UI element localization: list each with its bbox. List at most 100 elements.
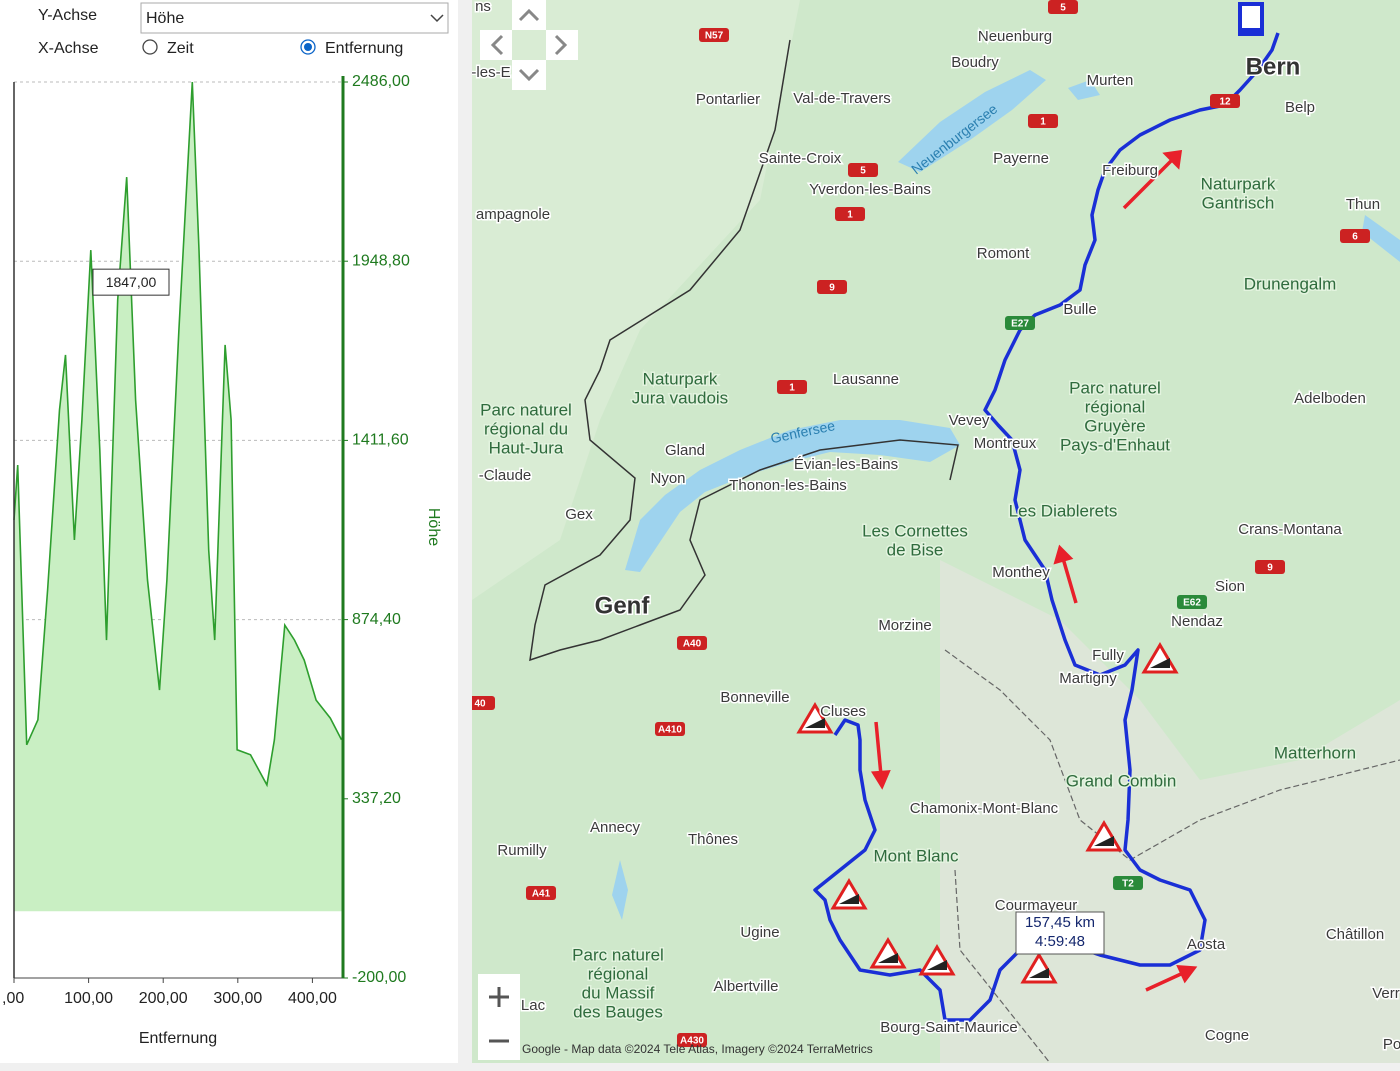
- place-label: Neuenburg: [978, 28, 1052, 45]
- place-label: Bulle: [1063, 301, 1096, 318]
- splitter[interactable]: [458, 0, 472, 1071]
- place-label: Sainte-Croix: [759, 150, 842, 167]
- place-label: Lac: [521, 997, 546, 1014]
- road-shield: [1048, 0, 1078, 14]
- radio-label[interactable]: Zeit: [167, 40, 194, 57]
- road-shield-label: 12: [1219, 97, 1231, 108]
- pan-down-icon[interactable]: [518, 68, 540, 82]
- y-tick-label: 2486,00: [352, 73, 410, 90]
- radio-dot[interactable]: [304, 43, 312, 51]
- place-label: Chamonix-Mont-Blanc: [910, 800, 1059, 817]
- steep-warning-glyph: [805, 718, 825, 728]
- road-shields: N57 5 1 5 1 12 9 6 1 E27 9 E62 A40 A410 A41 A430 T2 40: [472, 0, 1370, 1047]
- pan-right[interactable]: [546, 30, 578, 60]
- place-label: Les Diablerets: [1009, 501, 1118, 520]
- place-label: Les Cornettes: [862, 521, 968, 540]
- road-shield-label: A410: [658, 725, 682, 736]
- route-distance: 157,45 km: [1025, 914, 1095, 931]
- border: [529, 39, 959, 662]
- radio-group: Zeit Entfernung: [142, 39, 403, 57]
- place-label: Boudry: [951, 54, 999, 71]
- start-marker-inner[interactable]: [1242, 6, 1260, 28]
- arrow: [1053, 544, 1078, 604]
- pan-right-icon[interactable]: [554, 34, 568, 56]
- place-label: Gex: [565, 506, 593, 523]
- select-value[interactable]: Höhe: [146, 10, 184, 27]
- place-label: Ugine: [740, 924, 779, 941]
- place-label: Annecy: [590, 819, 641, 836]
- lake-annecy: [612, 860, 628, 920]
- steep-warning-glyph: [1150, 658, 1170, 668]
- place-label: Parc naturel: [1069, 378, 1161, 397]
- x-tick-label: 100,00: [64, 990, 113, 1007]
- place-label: Vevey: [949, 412, 990, 429]
- tooltip-label: 1847,00: [106, 274, 157, 290]
- place-label: Thun: [1346, 196, 1380, 213]
- road-shield-label: 9: [829, 283, 835, 294]
- y-axis-select[interactable]: Höhe: [140, 2, 449, 34]
- place-label: Naturpark: [1201, 174, 1276, 193]
- radio-button[interactable]: [142, 39, 158, 55]
- place-label: de Bise: [887, 540, 944, 559]
- place-label: Morzine: [878, 617, 931, 634]
- x-tick-label: 200,00: [139, 990, 188, 1007]
- y-tick-label: 1411,60: [352, 432, 409, 449]
- place-label: Gantrisch: [1202, 193, 1275, 212]
- steep-warning-glyph: [927, 960, 947, 970]
- place-label: Matterhorn: [1274, 743, 1356, 762]
- road-shield: [1005, 316, 1035, 330]
- road-shield-label: 1: [1040, 117, 1046, 128]
- road-shield: [1210, 94, 1240, 108]
- place-label: Gland: [665, 442, 705, 459]
- select-chevron[interactable]: [430, 14, 444, 23]
- place-label: Gruyère: [1084, 416, 1145, 435]
- direction-arrows: [870, 149, 1198, 992]
- place-label: Montreux: [974, 435, 1037, 452]
- road-shield: [526, 886, 556, 900]
- place-label: Châtillon: [1326, 926, 1384, 943]
- place-label: Fully: [1092, 647, 1124, 664]
- route-info-box: 157,45 km 4:59:48: [1015, 911, 1105, 955]
- place-label: Courmayeur: [995, 897, 1078, 914]
- lake-murten: [1068, 80, 1100, 100]
- x-tick-label: ,00: [2, 990, 24, 1007]
- pan-up-icon[interactable]: [518, 8, 540, 22]
- zoom-controls: [478, 974, 520, 1060]
- place-label: Parc naturel: [572, 945, 664, 964]
- place-label: ns: [475, 0, 491, 15]
- select-box[interactable]: [140, 2, 449, 34]
- place-label: Nendaz: [1171, 613, 1223, 630]
- radio-label[interactable]: Entfernung: [325, 40, 403, 57]
- place-label: Drunengalm: [1244, 274, 1337, 293]
- road-shield: [1028, 114, 1058, 128]
- place-label: Yverdon-les-Bains: [809, 181, 931, 198]
- place-label: Cluses: [820, 703, 866, 720]
- place-label: des Bauges: [573, 1002, 663, 1021]
- place-label: Pays-d'Enhaut: [1060, 435, 1170, 454]
- pan-down[interactable]: [512, 60, 546, 90]
- x-axis-label: X-Achse: [38, 40, 99, 57]
- place-label: Grand Combin: [1066, 771, 1177, 790]
- area-fill: [14, 82, 342, 912]
- map-attribution: Google - Map data ©2024 Tele Atlas, Imag…: [522, 1042, 873, 1056]
- map[interactable]: N57 5 1 5 1 12 9 6 1 E27 9 E62 A40 A410 A41 A430 T2 40 Ne…: [465, 0, 1400, 1063]
- x-tick-label: 400,00: [288, 990, 337, 1007]
- place-label: Freiburg: [1102, 162, 1158, 179]
- pan-left[interactable]: [480, 30, 512, 60]
- road-shield: [817, 280, 847, 294]
- road-shield: [1113, 876, 1143, 890]
- warning-icons: [796, 642, 1179, 984]
- road-shield-label: 40: [474, 699, 486, 710]
- place-label: régional: [588, 964, 649, 983]
- arrow: [870, 721, 891, 790]
- road-shield-label: A41: [532, 889, 551, 900]
- zoom-in[interactable]: [489, 987, 509, 1007]
- road-shield: [1340, 229, 1370, 243]
- elevation-chart: -200,00 337,20 874,40 1411,60 1948,80 2486,00…: [2, 73, 442, 1047]
- road-shield-label: 9: [1267, 563, 1273, 574]
- pan-left-icon[interactable]: [490, 34, 504, 56]
- pan-up[interactable]: [512, 0, 546, 30]
- road-shield: [655, 722, 685, 736]
- road-shield: [699, 28, 729, 42]
- y-tick-label: 337,20: [352, 790, 401, 807]
